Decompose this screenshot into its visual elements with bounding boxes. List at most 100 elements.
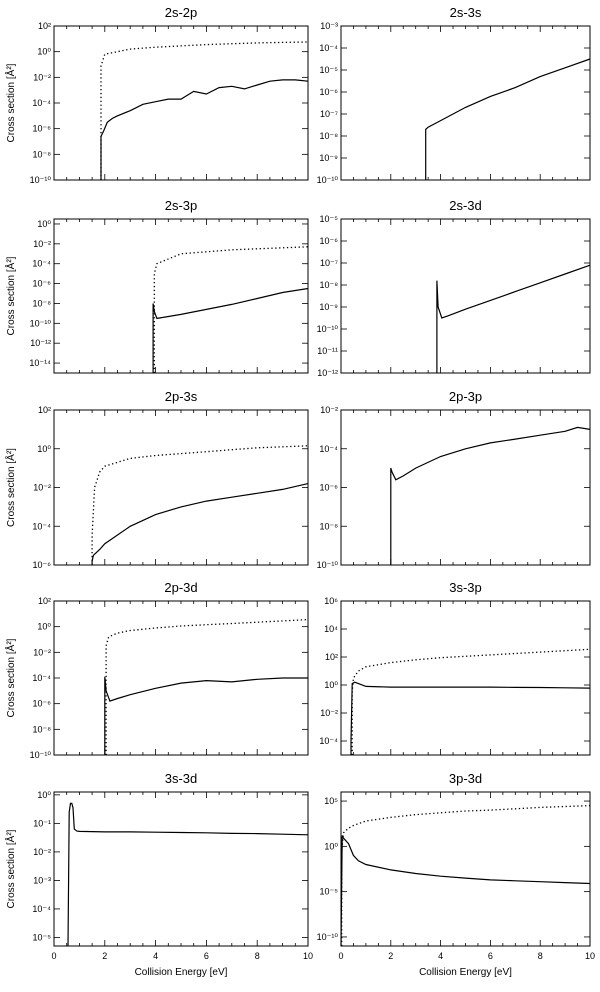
panel-2p-3d: 2p-3d 10⁻¹⁰ 10⁻⁸ 10⁻⁶ 10⁻⁴ 10⁻² 10⁰ 10² Cross se… bbox=[4, 580, 309, 760]
panel-title: 3p-3d bbox=[449, 771, 482, 786]
y-tick-label: 10⁻¹⁰ bbox=[317, 324, 339, 334]
y-tick-label: 10⁵ bbox=[324, 796, 338, 806]
panel-title: 3s-3d bbox=[165, 771, 198, 786]
panel-2s-3p: 2s-3p 10⁻¹⁴ 10⁻¹² 10⁻¹⁰ 10⁻⁸ 10⁻⁶ 10⁻⁴ 10⁻² 10⁰ C… bbox=[4, 198, 309, 374]
y-tick-label: 10⁻⁴ bbox=[319, 43, 338, 53]
panel-title: 2s-2p bbox=[165, 5, 198, 20]
x-tick-label: 2 bbox=[102, 951, 107, 961]
y-tick-label: 10⁻⁶ bbox=[33, 279, 52, 289]
x-axis-label: Collision Energy [eV] bbox=[135, 967, 228, 978]
panel-title: 2p-3d bbox=[164, 580, 197, 595]
y-axis-label: Cross section [Å²] bbox=[4, 448, 17, 527]
y-tick-label: 10⁻² bbox=[33, 72, 51, 82]
panel-title: 2p-3s bbox=[165, 389, 198, 404]
y-axis-label: Cross section [Å²] bbox=[4, 829, 17, 908]
plot-frame bbox=[53, 791, 309, 947]
y-tick-label: 10⁻¹⁰ bbox=[30, 175, 52, 185]
plot-frame bbox=[53, 600, 309, 756]
x-tick-label: 6 bbox=[488, 951, 493, 961]
y-tick-label: 10⁻⁵ bbox=[320, 65, 339, 75]
y-tick-label: 10⁻⁸ bbox=[32, 298, 51, 308]
y-axis-label: Cross section [Å²] bbox=[4, 63, 17, 142]
series-solid-line bbox=[91, 483, 309, 565]
y-tick-label: 10⁰ bbox=[324, 680, 338, 690]
y-tick-label: 10⁻⁴ bbox=[32, 521, 51, 531]
series-solid-line bbox=[436, 264, 591, 373]
y-tick-label: 10⁰ bbox=[37, 47, 51, 57]
y-tick-label: 10⁻⁶ bbox=[33, 124, 52, 134]
panel-2s-3d: 2s-3d 10⁻¹² 10⁻¹¹ 10⁻¹⁰ 10⁻⁹ 10⁻⁸ 10⁻⁷ 10⁻⁶ 10⁻⁵ bbox=[317, 198, 591, 378]
y-tick-label: 10⁴ bbox=[324, 624, 338, 634]
y-tick-label: 10⁻¹⁰ bbox=[30, 750, 52, 760]
y-axis-label: Cross section [Å²] bbox=[4, 638, 17, 717]
y-tick-label: 10⁻⁹ bbox=[319, 153, 338, 163]
series-solid-line bbox=[425, 58, 591, 180]
panel-3s-3p: 3s-3p 10⁻⁴ 10⁻² 10⁰ 10² 10⁴ 10⁶ bbox=[319, 580, 591, 756]
x-tick-label: 4 bbox=[153, 951, 158, 961]
y-tick-label: 10⁻³ bbox=[33, 875, 51, 885]
y-tick-label: 10² bbox=[38, 596, 51, 606]
x-tick-label: 2 bbox=[388, 951, 393, 961]
y-tick-label: 10⁻⁸ bbox=[32, 149, 51, 159]
panel-title: 2s-3s bbox=[450, 5, 482, 20]
panel-title: 2s-3p bbox=[165, 198, 198, 213]
y-tick-label: 10⁻¹ bbox=[33, 818, 51, 828]
y-tick-label: 10⁰ bbox=[324, 841, 338, 851]
y-tick-label: 10⁻⁸ bbox=[319, 131, 338, 141]
y-tick-label: 10⁻⁸ bbox=[319, 521, 338, 531]
x-tick-label: 0 bbox=[338, 951, 343, 961]
y-tick-label: 10⁻⁴ bbox=[32, 98, 51, 108]
y-tick-label: 10⁻¹⁴ bbox=[29, 358, 51, 368]
panel-title: 3s-3p bbox=[449, 580, 482, 595]
x-tick-label: 4 bbox=[438, 951, 443, 961]
plot-frame bbox=[340, 25, 591, 181]
series-dotted-line bbox=[105, 618, 309, 755]
series-solid-line bbox=[340, 835, 591, 947]
y-tick-label: 10⁻⁸ bbox=[319, 280, 338, 290]
y-tick-label: 10⁻⁴ bbox=[319, 444, 338, 454]
y-tick-label: 10⁻⁷ bbox=[320, 258, 338, 268]
panel-2p-3p: 2p-3p 10⁻¹⁰ 10⁻⁸ 10⁻⁶ 10⁻⁴ 10⁻² bbox=[317, 389, 591, 570]
x-tick-label: 6 bbox=[204, 951, 209, 961]
y-tick-label: 10⁻⁵ bbox=[320, 887, 339, 897]
plot-frame bbox=[340, 600, 591, 756]
y-tick-label: 10⁻¹² bbox=[30, 338, 51, 348]
series-dotted-line bbox=[341, 804, 591, 946]
y-tick-label: 10² bbox=[38, 21, 51, 31]
y-tick-label: 10⁻⁴ bbox=[32, 673, 51, 683]
y-tick-label: 10⁻⁴ bbox=[319, 736, 338, 746]
series-solid-line bbox=[67, 802, 309, 947]
plot-frame bbox=[340, 218, 591, 374]
y-tick-label: 10⁻⁷ bbox=[320, 109, 338, 119]
y-tick-label: 10⁻² bbox=[320, 405, 338, 415]
y-tick-label: 10⁻² bbox=[33, 647, 51, 657]
plot-frame bbox=[53, 409, 309, 566]
y-tick-label: 10⁻⁵ bbox=[320, 214, 339, 224]
y-tick-label: 10² bbox=[38, 405, 51, 415]
y-tick-label: 10⁻⁵ bbox=[33, 932, 52, 942]
y-axis-label: Cross section [Å²] bbox=[4, 256, 17, 335]
y-tick-label: 10⁻¹¹ bbox=[317, 346, 338, 356]
y-tick-label: 10⁻¹² bbox=[317, 368, 338, 378]
panel-2s-2p: 2s-2p 10⁻¹⁰ 10⁻⁸ 10⁻⁶ 10⁻⁴ 10⁻² 10⁰ 10² Cross se… bbox=[4, 5, 309, 185]
series-solid-line bbox=[104, 676, 308, 755]
plot-frame bbox=[340, 791, 591, 947]
series-solid-line bbox=[350, 681, 591, 755]
y-tick-label: 10⁶ bbox=[324, 596, 338, 606]
panel-2p-3s: 2p-3s 10⁻⁶ 10⁻⁴ 10⁻² 10⁰ 10² Cross section [Å²… bbox=[4, 389, 309, 570]
y-tick-label: 10⁻³ bbox=[320, 21, 338, 31]
panel-3p-3d: 3p-3d 0 2 4 6 8 10 Collision Energy [eV] 10⁻¹⁰ 10… bbox=[317, 771, 595, 978]
y-tick-label: 10⁻² bbox=[33, 239, 51, 249]
x-tick-label: 10 bbox=[303, 951, 313, 961]
y-tick-label: 10⁻² bbox=[33, 847, 51, 857]
y-tick-label: 10⁻² bbox=[320, 708, 338, 718]
y-tick-label: 10⁰ bbox=[37, 219, 51, 229]
y-tick-label: 10⁻² bbox=[33, 483, 51, 493]
y-tick-label: 10⁻⁶ bbox=[320, 483, 339, 493]
y-tick-label: 10⁰ bbox=[37, 444, 51, 454]
panel-3s-3d: 3s-3d 0 2 4 6 8 10 Collision Energy [eV] 10⁻⁵ 10⁻… bbox=[4, 771, 313, 978]
y-tick-label: 10⁻¹⁰ bbox=[317, 175, 339, 185]
y-tick-label: 10⁻⁹ bbox=[319, 302, 338, 312]
series-dotted-line bbox=[100, 41, 309, 180]
